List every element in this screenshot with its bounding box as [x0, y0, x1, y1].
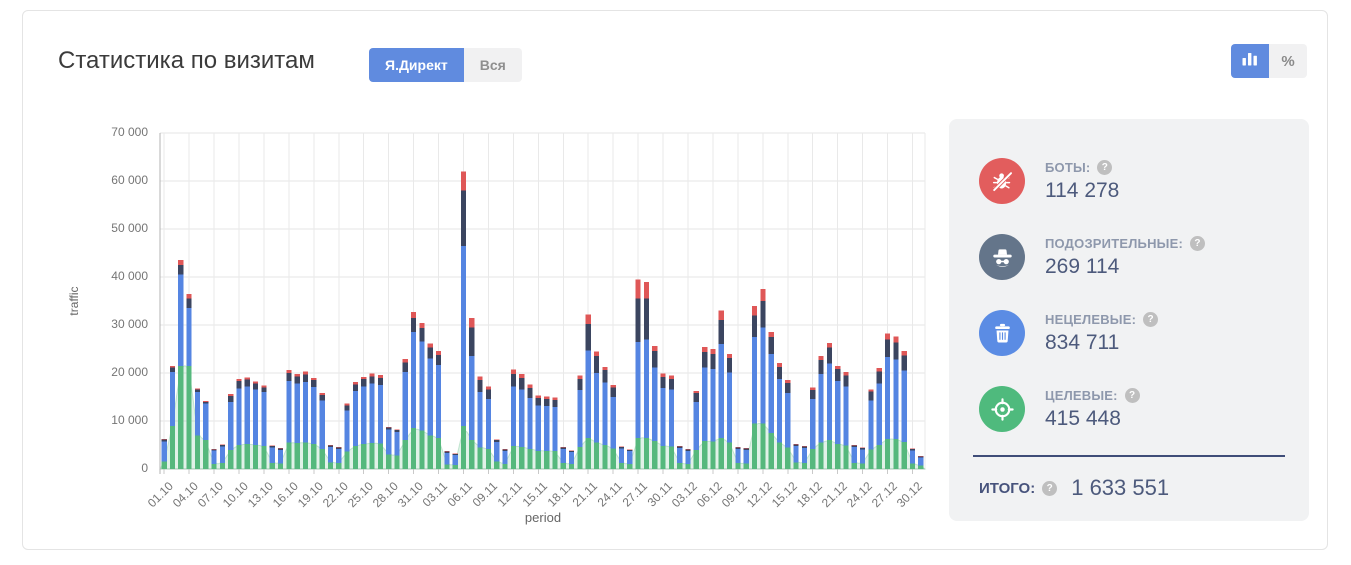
total-value: 1 633 551 — [1071, 475, 1170, 500]
page-title: Статистика по визитам — [58, 47, 315, 74]
bar-view-button[interactable] — [1231, 44, 1269, 78]
stat-value-target: 415 448 — [1045, 406, 1121, 430]
help-icon[interactable] — [1124, 387, 1140, 403]
y-axis-title: traffic — [67, 286, 81, 316]
stat-item-target: ЦЕЛЕВЫЕ: 415 448 — [949, 371, 1309, 447]
x-axis-title: period — [524, 510, 562, 525]
spy-icon — [979, 234, 1025, 280]
help-icon[interactable] — [1097, 159, 1113, 175]
bar-chart-icon — [1242, 51, 1258, 71]
chart-block: 0 10 000 20 000 30 000 40 000 50 000 60 000 70 … — [58, 106, 958, 536]
y-tick-label: 20 000 — [111, 365, 148, 379]
stat-item-bots: БОТЫ: 114 278 — [949, 143, 1309, 219]
trash-icon — [979, 310, 1025, 356]
y-tick-label: 10 000 — [111, 413, 148, 427]
stat-label-target: ЦЕЛЕВЫЕ: — [1045, 387, 1118, 403]
view-mode-toggle: % — [1231, 44, 1307, 78]
source-toggle: Я.Директ Вся — [369, 48, 522, 82]
y-tick-label: 0 — [141, 461, 148, 475]
total-label: ИТОГО: — [979, 479, 1036, 497]
target-icon — [979, 386, 1025, 432]
help-icon[interactable] — [1143, 311, 1159, 327]
stat-label-suspicious: ПОДОЗРИТЕЛЬНЫЕ: — [1045, 235, 1184, 251]
help-icon[interactable] — [1042, 480, 1058, 496]
stat-value-nontarget: 834 711 — [1045, 330, 1120, 354]
stat-item-nontarget: НЕЦЕЛЕВЫЕ: 834 711 — [949, 295, 1309, 371]
stats-panel: БОТЫ: 114 278 ПОДОЗРИТЕЛЬНЫЕ: — [949, 119, 1309, 521]
stat-label-nontarget: НЕЦЕЛЕВЫЕ: — [1045, 311, 1137, 327]
y-tick-label: 30 000 — [111, 317, 148, 331]
y-tick-label: 40 000 — [111, 269, 148, 283]
source-toggle-all-button[interactable]: Вся — [463, 48, 522, 82]
y-tick-label: 70 000 — [111, 125, 148, 139]
help-icon[interactable] — [1190, 235, 1206, 251]
chart-canvas[interactable] — [58, 106, 958, 536]
total-divider — [973, 455, 1285, 457]
stat-label-bots: БОТЫ: — [1045, 159, 1091, 175]
visits-stats-card: Статистика по визитам Я.Директ Вся % 0 10… — [22, 10, 1328, 550]
bug-crossed-icon — [979, 158, 1025, 204]
source-toggle-yadirect-button[interactable]: Я.Директ — [369, 48, 464, 82]
percent-view-button[interactable]: % — [1269, 44, 1307, 78]
total-row: ИТОГО: 1 633 551 — [949, 475, 1309, 501]
y-tick-label: 50 000 — [111, 221, 148, 235]
stat-value-suspicious: 269 114 — [1045, 254, 1120, 278]
stat-value-bots: 114 278 — [1045, 178, 1120, 202]
stat-item-suspicious: ПОДОЗРИТЕЛЬНЫЕ: 269 114 — [949, 219, 1309, 295]
y-tick-label: 60 000 — [111, 173, 148, 187]
